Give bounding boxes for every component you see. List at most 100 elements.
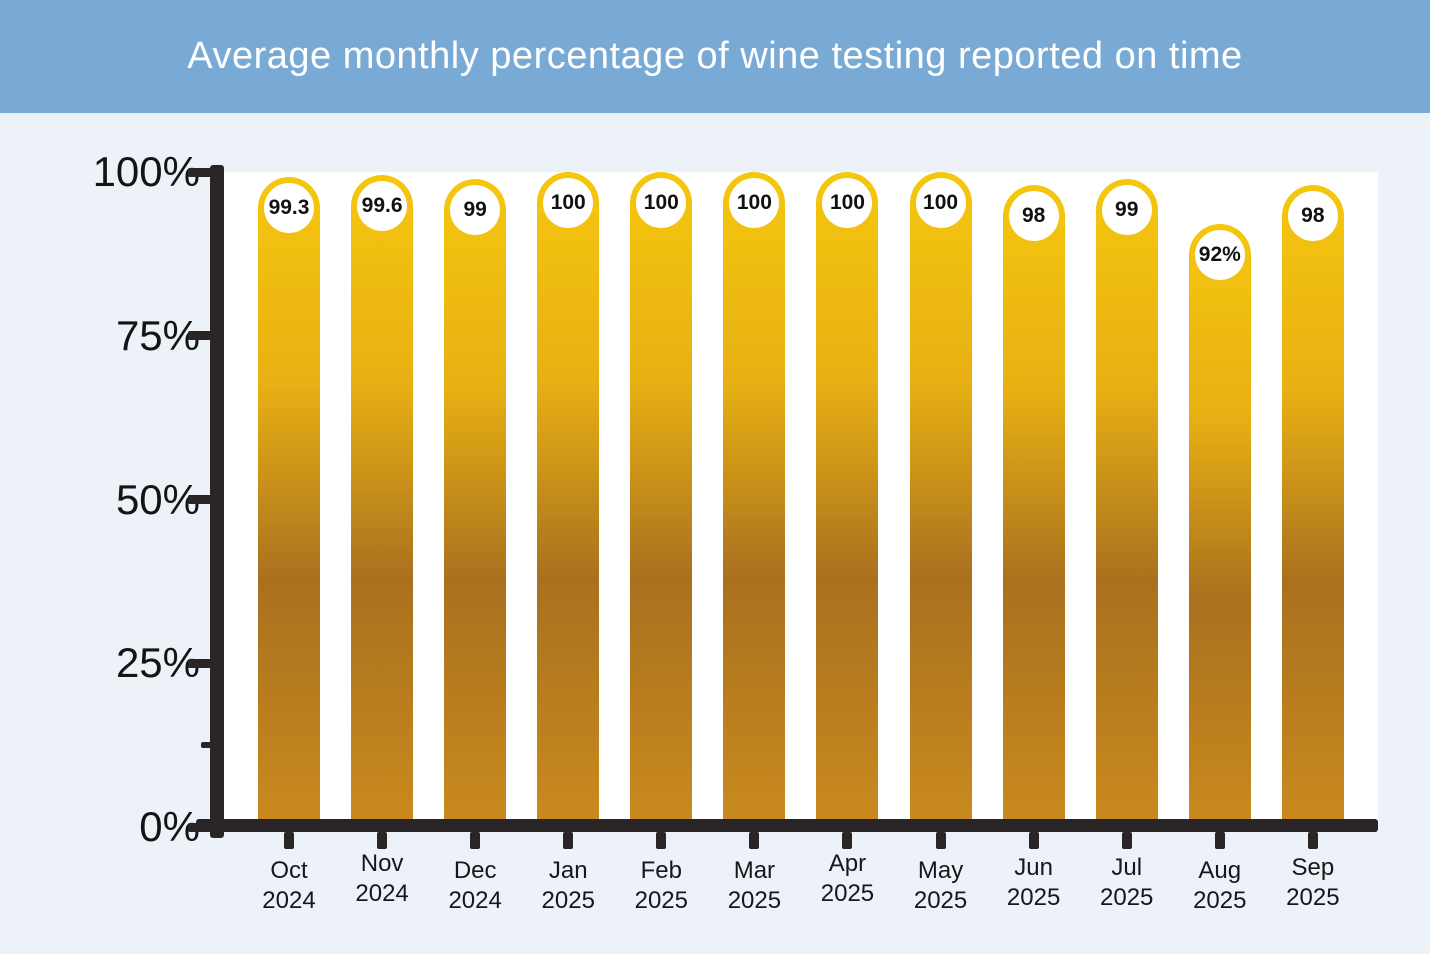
x-tick-slot bbox=[1003, 832, 1065, 849]
x-tick-slot bbox=[1096, 832, 1158, 849]
bar: 100 bbox=[909, 172, 972, 827]
x-axis-label: May 2025 bbox=[910, 856, 972, 916]
value-label: 100 bbox=[736, 191, 772, 214]
value-badge: 99 bbox=[450, 184, 501, 235]
bar: 92% bbox=[1188, 224, 1251, 827]
value-label: 100 bbox=[923, 191, 959, 214]
x-tick-slot bbox=[630, 832, 692, 849]
x-axis-label-month: Jun bbox=[1014, 854, 1053, 881]
value-label: 98 bbox=[1021, 204, 1046, 228]
value-label: 92% bbox=[1198, 243, 1241, 267]
x-tick bbox=[1028, 832, 1039, 849]
x-ticks bbox=[224, 832, 1378, 849]
x-axis-label-year: 2024 bbox=[262, 887, 316, 914]
x-axis-label-year: 2024 bbox=[355, 880, 409, 907]
value-label: 99.6 bbox=[361, 193, 403, 217]
x-tick-slot bbox=[444, 832, 506, 849]
value-badge: 99.6 bbox=[357, 180, 408, 231]
bars: 99.3 99.6 99 100 100 100 100 100 98 99 92% 98 bbox=[224, 172, 1378, 827]
value-label: 99 bbox=[463, 197, 487, 221]
y-tick bbox=[188, 658, 212, 668]
bar: 99.6 bbox=[351, 174, 414, 827]
x-tick-slot bbox=[537, 832, 599, 849]
x-axis-label-month: Mar bbox=[733, 857, 776, 884]
x-tick bbox=[563, 832, 574, 849]
x-axis-label-year: 2025 bbox=[1006, 884, 1061, 911]
chart-title: Average monthly percentage of wine testi… bbox=[187, 35, 1243, 77]
y-tick bbox=[188, 331, 212, 341]
bar: 100 bbox=[723, 172, 786, 827]
x-axis-labels: Oct 2024 Nov 2024 Dec 2024 Jan 2025 Feb 2025 Mar 20… bbox=[224, 850, 1378, 916]
x-tick bbox=[935, 832, 946, 849]
x-tick bbox=[377, 832, 388, 849]
x-axis-label: Apr 2025 bbox=[816, 849, 878, 909]
x-axis-label: Sep 2025 bbox=[1282, 853, 1344, 913]
x-axis-label-month: Sep bbox=[1291, 854, 1335, 881]
x-axis-label: Dec 2024 bbox=[444, 856, 506, 916]
value-badge: 100 bbox=[543, 178, 594, 228]
x-axis-label-month: Jul bbox=[1111, 854, 1143, 881]
y-axis-label: 100% bbox=[92, 148, 200, 195]
x-tick bbox=[470, 832, 481, 849]
value-label: 100 bbox=[829, 191, 865, 214]
y-tick bbox=[188, 167, 212, 177]
x-axis-label: Aug 2025 bbox=[1189, 856, 1251, 916]
x-tick-slot bbox=[258, 832, 320, 849]
x-axis-label-year: 2025 bbox=[1193, 887, 1247, 914]
x-tick bbox=[842, 832, 853, 849]
x-tick bbox=[1121, 832, 1132, 849]
y-axis-label: 25% bbox=[115, 639, 200, 687]
x-axis-label-year: 2025 bbox=[727, 887, 782, 914]
x-tick-slot bbox=[723, 832, 785, 849]
y-axis-label: 0% bbox=[139, 803, 200, 850]
x-axis-label-month: Nov bbox=[360, 850, 404, 877]
bar: 100 bbox=[537, 172, 600, 827]
value-badge: 99 bbox=[1101, 184, 1152, 235]
y-axis-line bbox=[210, 165, 224, 838]
x-axis-label-month: Dec bbox=[453, 857, 497, 884]
bar: 99.3 bbox=[258, 176, 320, 827]
x-axis-label-month: Aug bbox=[1198, 857, 1242, 884]
value-badge: 98 bbox=[1287, 191, 1338, 242]
x-tick bbox=[1307, 832, 1318, 849]
value-label: 99 bbox=[1115, 197, 1139, 221]
x-axis-label: Jul 2025 bbox=[1096, 853, 1158, 913]
bar: 100 bbox=[630, 172, 693, 827]
x-tick-slot bbox=[1189, 832, 1251, 849]
x-axis-label: Feb 2025 bbox=[630, 856, 692, 916]
x-axis-label-month: Oct bbox=[270, 857, 308, 884]
x-axis-label-month: May bbox=[917, 857, 964, 884]
x-axis-label-year: 2025 bbox=[1100, 884, 1154, 911]
x-axis-line bbox=[196, 819, 1378, 832]
x-tick-slot bbox=[1282, 832, 1344, 849]
x-axis-label-year: 2025 bbox=[634, 887, 688, 914]
x-tick-slot bbox=[351, 832, 413, 849]
value-badge: 100 bbox=[729, 178, 780, 228]
x-axis-label-year: 2024 bbox=[448, 887, 502, 914]
value-label: 98 bbox=[1301, 204, 1325, 228]
x-axis-label-year: 2025 bbox=[541, 887, 595, 914]
y-axis-label: 50% bbox=[115, 475, 200, 523]
x-tick-slot bbox=[816, 832, 878, 849]
x-tick bbox=[656, 832, 667, 849]
bar: 100 bbox=[816, 172, 879, 827]
x-axis-label-year: 2025 bbox=[1286, 884, 1340, 911]
x-axis-label-month: Jan bbox=[548, 857, 588, 884]
y-minor-tick bbox=[201, 742, 212, 748]
chart-canvas: 100% 75% 50% 25% 0% 99.3 99.6 99 100 100 100 100 10… bbox=[0, 113, 1430, 954]
x-axis-label: Jan 2025 bbox=[537, 856, 599, 916]
x-tick-slot bbox=[910, 832, 972, 849]
bar: 99 bbox=[444, 178, 507, 827]
x-tick bbox=[749, 832, 760, 849]
x-axis-label: Nov 2024 bbox=[351, 849, 413, 909]
x-axis-label-year: 2025 bbox=[820, 880, 875, 907]
value-label: 100 bbox=[550, 191, 586, 214]
bar: 99 bbox=[1095, 178, 1158, 827]
value-badge: 99.3 bbox=[264, 182, 314, 233]
value-label: 100 bbox=[643, 191, 679, 214]
y-tick bbox=[188, 495, 212, 504]
value-badge: 100 bbox=[636, 178, 687, 228]
value-badge: 92% bbox=[1194, 230, 1245, 281]
value-badge: 100 bbox=[915, 178, 966, 228]
